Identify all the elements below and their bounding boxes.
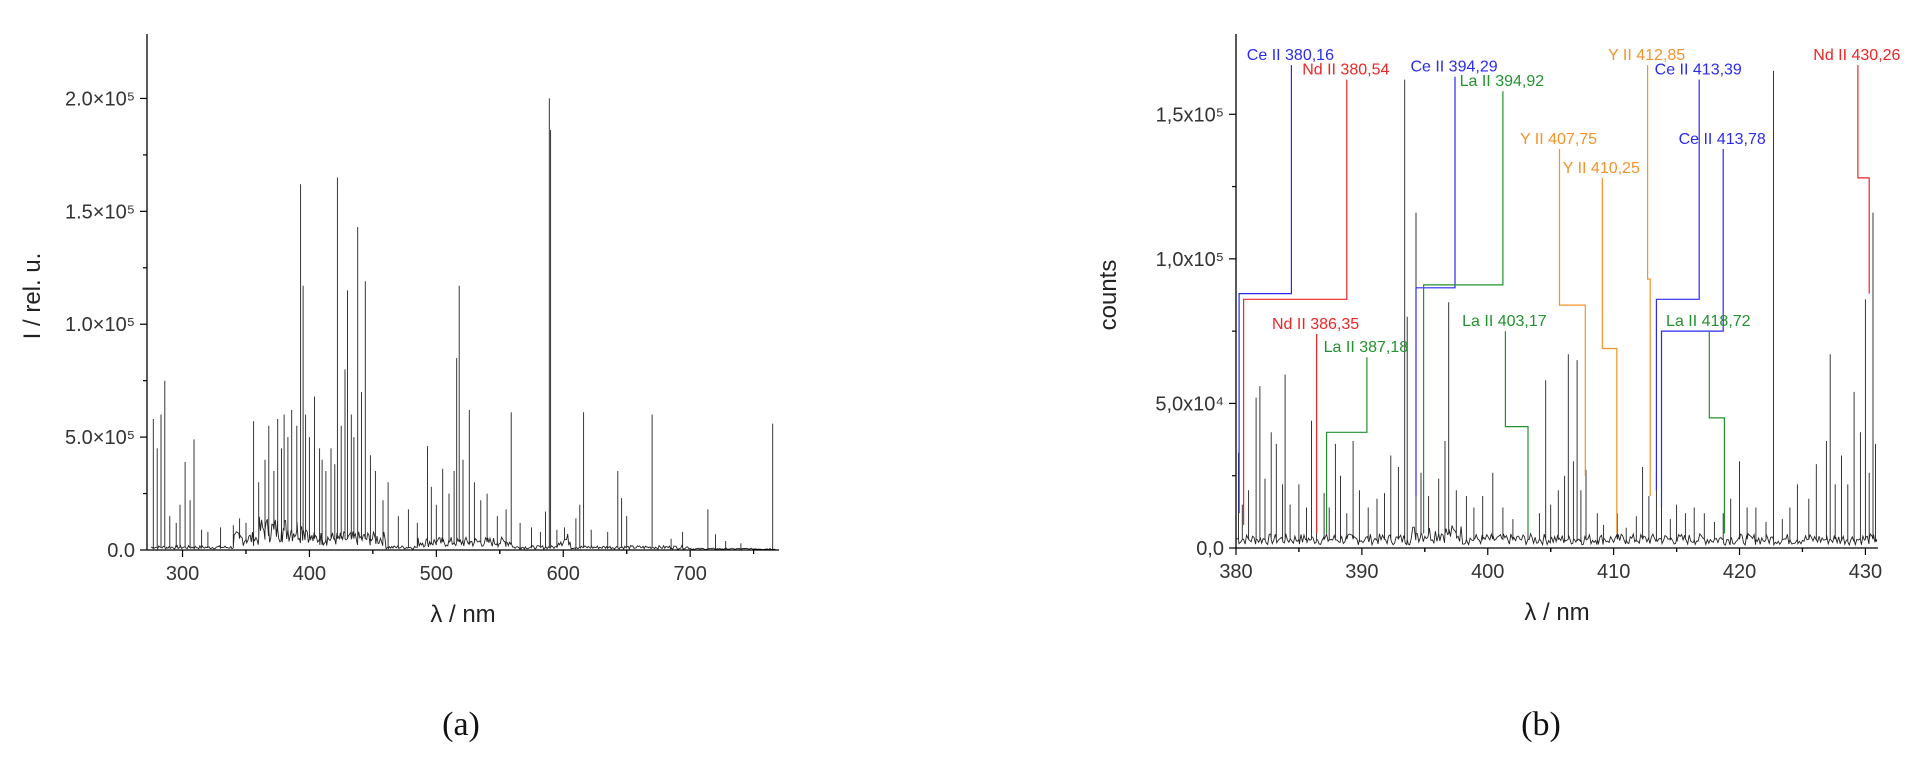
y-axis-label: counts	[1095, 260, 1122, 331]
annotation-label-7: Y II 407,75	[1520, 131, 1597, 148]
annotation-label-0: Ce II 380,16	[1247, 47, 1334, 64]
annotation-leader-4	[1415, 76, 1456, 496]
x-tick-label: 410	[1597, 561, 1630, 583]
annotation-leader-6	[1504, 331, 1529, 534]
annotation-label-2: Nd II 386,35	[1272, 316, 1359, 333]
annotation-label-8: Y II 410,25	[1563, 160, 1640, 177]
y-tick-label: 5,0x10⁴	[1155, 393, 1224, 415]
annotation-leader-5	[1423, 91, 1504, 534]
x-axis-label: λ / nm	[430, 601, 495, 628]
y-tick-label: 2.0×10⁵	[65, 88, 135, 110]
x-tick-label: 400	[293, 563, 326, 585]
panel-label-b: (b)	[1521, 706, 1561, 743]
annotation-leader-8	[1601, 177, 1618, 534]
annotation-label-3: La II 387,18	[1324, 339, 1409, 356]
y-tick-label: 1.0×10⁵	[65, 314, 135, 336]
panel-label-a: (a)	[442, 706, 480, 743]
x-axis-label: λ / nm	[1524, 599, 1589, 626]
y-tick-label: 5.0×10⁵	[65, 427, 135, 449]
annotation-label-1: Nd II 380,54	[1302, 62, 1389, 79]
annotation-leader-11	[1660, 149, 1724, 508]
annotation-leader-0	[1238, 65, 1292, 514]
annotation-label-10: Ce II 413,39	[1655, 62, 1742, 79]
y-tick-label: 1,5x10⁵	[1156, 104, 1224, 126]
y-axis-label: I / rel. u.	[19, 253, 46, 340]
x-tick-label: 600	[547, 563, 580, 585]
spectrum-trace	[150, 98, 776, 551]
annotation-leader-3	[1326, 357, 1368, 534]
x-tick-label: 500	[420, 563, 453, 585]
y-tick-label: 1,0x10⁵	[1156, 249, 1224, 271]
annotation-leader-9	[1647, 65, 1651, 496]
annotation-label-4: Ce II 394,29	[1410, 59, 1497, 76]
x-tick-label: 380	[1219, 561, 1252, 583]
annotation-label-9: Y II 412,85	[1608, 47, 1685, 64]
y-tick-label: 1.5×10⁵	[65, 201, 135, 223]
x-tick-label: 430	[1849, 561, 1882, 583]
annotation-label-12: La II 418,72	[1666, 313, 1751, 330]
annotation-leader-12	[1708, 331, 1725, 534]
annotation-label-6: La II 403,17	[1462, 313, 1547, 330]
x-tick-label: 700	[673, 563, 706, 585]
y-tick-label: 0,0	[1196, 538, 1224, 560]
spectrum-trace	[1235, 70, 1878, 547]
annotation-leader-13	[1857, 65, 1870, 294]
annotation-leader-7	[1558, 149, 1586, 476]
x-tick-label: 420	[1723, 561, 1756, 583]
x-tick-label: 390	[1345, 561, 1378, 583]
x-tick-label: 300	[166, 563, 199, 585]
annotation-leader-1	[1243, 79, 1348, 525]
annotation-label-13: Nd II 430,26	[1813, 47, 1900, 64]
chart-a: 300 400 500 600 700 0.0 5.0×10⁵ 1.0×10⁵ 1.5×10⁵ 2…	[19, 34, 779, 628]
x-tick-label: 400	[1471, 561, 1504, 583]
annotation-label-11: Ce II 413,78	[1679, 131, 1766, 148]
y-tick-label: 0.0	[107, 540, 135, 562]
annotation-label-5: La II 394,92	[1460, 73, 1545, 90]
annotation-leader-10	[1655, 79, 1700, 491]
